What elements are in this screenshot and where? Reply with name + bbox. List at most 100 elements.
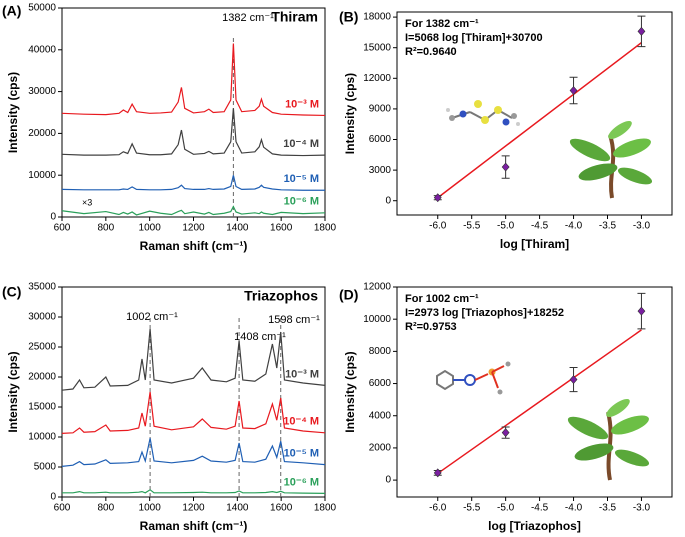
y-tick-label: 0 [50,212,56,223]
x-tick-label: -5.0 [497,221,515,232]
x-tick-label: -3.0 [633,221,651,232]
data-point [569,86,578,96]
y-tick-label: 15000 [28,402,56,413]
y-tick-label: 8000 [369,346,392,357]
series-label: 10⁻⁵ M [284,173,319,185]
series-label: 10⁻³ M [285,98,319,110]
y-tick-label: 2000 [369,443,392,454]
series-label: 10⁻⁵ M [284,448,319,460]
data-point [501,428,510,438]
panel-label: (B) [339,9,358,25]
x-tick-label: 1800 [314,503,337,514]
x-tick-label: -4.5 [531,221,549,232]
spectrum-line [61,108,326,157]
y-tick-label: 12000 [363,282,391,293]
panel-label: (D) [339,287,358,303]
molecule-thiram [446,100,520,126]
peak-label: 1408 cm⁻¹ [234,331,286,343]
plant-d [567,398,650,481]
x-tick-label: 1400 [226,503,249,514]
y-tick-label: 6000 [369,378,392,389]
plot-frame [396,11,673,216]
y-axis-title: Intensity (cps) [6,72,20,153]
data-point [637,26,646,36]
x-tick-label: -4.5 [531,503,549,514]
x-tick-label: -3.5 [599,221,617,232]
y-tick-label: 25000 [28,342,56,353]
x-tick-label: 1400 [226,223,249,234]
x-tick-label: 800 [97,223,114,234]
annotation: I=2973 log [Triazophos]+18252 [405,307,564,319]
data-point [569,375,578,384]
x-tick-label: 600 [54,223,71,234]
x-tick-label: 1600 [270,503,293,514]
y-tick-label: 35000 [28,282,56,293]
x-tick-label: -5.5 [463,503,481,514]
y-axis-title: Intensity (cps) [6,351,20,432]
y-tick-label: 0 [385,195,391,206]
plant-b [569,120,653,199]
spectrum-line [61,175,325,191]
x-tick-label: 1000 [139,503,162,514]
peak-label: 1598 cm⁻¹ [268,314,320,326]
plot-frame [396,286,673,498]
data-point [433,193,442,203]
x-tick-label: -5.5 [463,221,481,232]
series-label: 10⁻⁴ M [283,138,319,150]
y-tick-label: 20000 [28,372,56,383]
spectrum-line [61,438,326,467]
spectrum-line [61,43,326,117]
analyte-label: Thiram [271,9,318,25]
y-tick-label: 10000 [28,432,56,443]
peak-label: 1002 cm⁻¹ [126,311,178,323]
x-tick-label: -4.0 [565,221,583,232]
y-tick-label: 6000 [369,134,392,145]
x-axis-title: log [Thiram] [500,237,569,251]
molecule-triazophos [436,361,511,395]
spectrum-line [61,205,326,216]
x-tick-label: 1000 [139,223,162,234]
data-point [501,162,510,172]
x-axis-title: log [Triazophos] [488,519,581,533]
y-tick-label: 0 [50,492,56,503]
series-label: 10⁻⁶ M [284,196,319,208]
y-tick-label: 30000 [28,312,56,323]
annotation: R²=0.9753 [405,321,457,333]
y-tick-label: 15000 [363,42,391,53]
x-axis-title: Raman shift (cm⁻¹) [140,519,248,533]
data-point [637,306,646,316]
x-tick-label: 600 [54,503,71,514]
x-tick-label: -5.0 [497,503,515,514]
y-tick-label: 10000 [28,170,56,181]
y-tick-label: 30000 [28,86,56,97]
y-tick-label: 20000 [28,128,56,139]
annotation: R²=0.9640 [405,46,457,58]
x-tick-label: 800 [97,503,114,514]
x-tick-label: -3.0 [633,503,651,514]
annotation: For 1002 cm⁻¹ [405,293,479,305]
y-tick-label: 40000 [28,44,56,55]
y-tick-label: 18000 [363,12,391,23]
x-tick-label: -6.0 [429,503,447,514]
y-tick-label: 3000 [369,165,392,176]
y-tick-label: 12000 [363,73,391,84]
x-tick-label: 1800 [314,223,337,234]
series-label: 10⁻³ M [285,368,319,380]
spectrum-line [62,489,326,494]
y-tick-label: 9000 [369,104,392,115]
x-axis-title: Raman shift (cm⁻¹) [140,239,248,253]
fit-line [437,42,642,199]
x-tick-label: 1600 [270,223,293,234]
x-tick-label: 1200 [182,503,205,514]
y-tick-label: 50000 [28,3,56,14]
scale-note: ×3 [82,197,92,207]
data-point [433,468,442,478]
panel-label: (A) [2,3,21,19]
fit-line [437,329,642,475]
x-tick-label: -3.5 [599,503,617,514]
y-tick-label: 0 [385,475,391,486]
annotation: For 1382 cm⁻¹ [405,18,479,30]
y-axis-title: Intensity (cps) [343,351,357,432]
